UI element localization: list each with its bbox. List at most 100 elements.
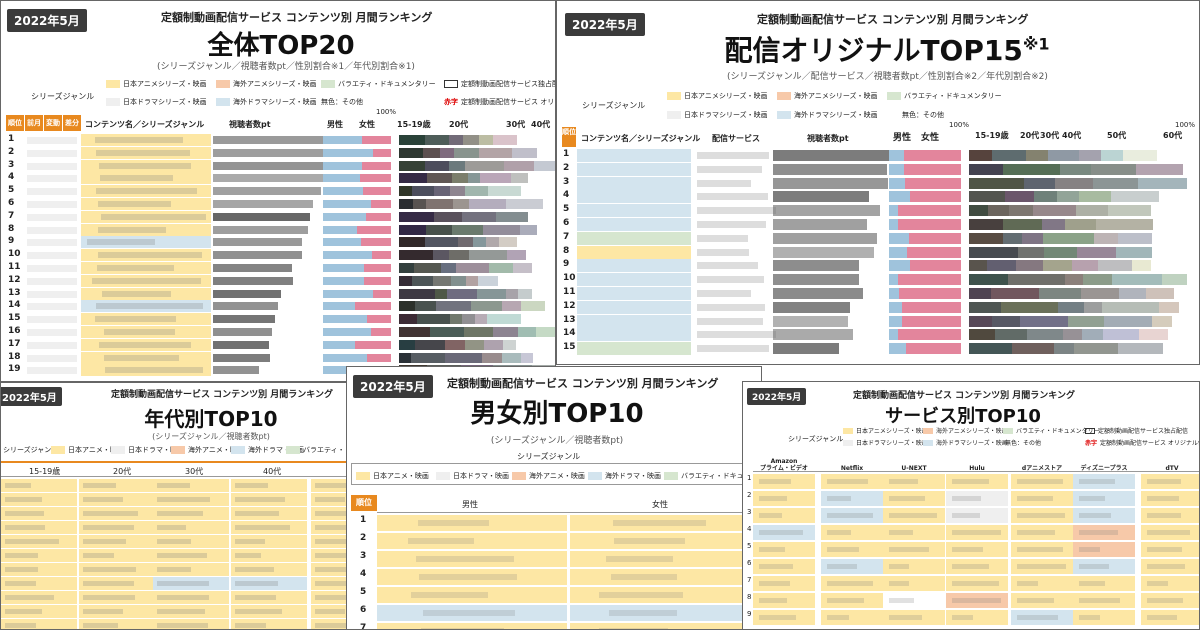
cell-blur: [1147, 547, 1182, 552]
rank-number: 3: [563, 176, 570, 187]
age-bar: [506, 250, 527, 261]
age-bar: [447, 288, 477, 299]
service-cell: [697, 317, 764, 325]
service-header-row: Amazon プライム・ビデオ Netflix U-NEXT Hulu dアニメストア デ…: [753, 450, 1199, 472]
legend-label: シリーズジャンル：: [3, 446, 66, 454]
service-cell: [1011, 508, 1073, 523]
male-bar: [323, 136, 362, 144]
overall-ranking-panel: 2022年5月 定額制動画配信サービス コンテンツ別 月間ランキング 全体TOP…: [0, 0, 556, 382]
service-cell: [1141, 576, 1199, 591]
age-cell: [311, 619, 349, 629]
female-cell: [570, 623, 761, 629]
cell-blur: [1079, 479, 1116, 484]
service-cell: [1141, 593, 1199, 608]
panel-title: 全体TOP20: [207, 31, 355, 61]
service-header: U-NEXT: [901, 465, 927, 472]
prev-rank-cell: [27, 226, 77, 234]
content-cell: [577, 190, 691, 204]
service-cell: [883, 525, 945, 540]
age-cell: [231, 521, 307, 534]
service-cell: [946, 610, 1008, 625]
content-cell: [81, 364, 211, 377]
age-bar: [412, 186, 435, 197]
panel-note: (シリーズジャンル／視聴者数pt): [152, 432, 270, 441]
cell-blur: [315, 497, 345, 502]
cell-blur: [315, 553, 349, 558]
cell-blur: [952, 530, 1001, 535]
viewers-bar: [213, 251, 303, 260]
service-cell: [753, 491, 815, 506]
header-service: 配信サービス: [712, 134, 760, 143]
prev-rank-cell: [27, 367, 77, 375]
age-bar: [414, 263, 442, 273]
rank-number: 18: [8, 351, 21, 362]
service-cell: [697, 234, 749, 242]
female-bar: [898, 205, 961, 217]
viewers-bar: [213, 225, 308, 234]
age-bar: [994, 329, 1027, 341]
panel-subtitle: 定額制動画配信サービス コンテンツ別 月間ランキング: [161, 11, 433, 24]
service-cell: [821, 542, 883, 557]
age-bar: [498, 237, 518, 248]
rank-number: 14: [8, 300, 21, 311]
age-bar: [462, 135, 480, 145]
cell-blur: [235, 525, 290, 530]
age-bar: [476, 288, 506, 299]
age-bar: [1118, 288, 1146, 299]
rank-number: 5: [747, 542, 752, 550]
header-prev: 前月: [25, 115, 43, 131]
cell-blur: [759, 479, 792, 484]
male-bar: [323, 212, 366, 221]
cell-blur: [83, 539, 127, 544]
service-cell: [1011, 542, 1073, 557]
legend-foreign-drama: 海外ドラマシリーズ・映画: [216, 97, 317, 107]
age-cell: [153, 563, 229, 576]
legend-label: シリーズジャンル: [31, 92, 95, 101]
content-cell: [81, 236, 211, 249]
header-age-20s: 20代: [449, 120, 469, 129]
age-bar: [448, 135, 463, 145]
age-bar: [520, 224, 537, 235]
header-age-60s: 60代: [1163, 131, 1183, 140]
prev-rank-cell: [27, 213, 77, 221]
age-bar: [455, 263, 489, 273]
cell-blur: [1017, 513, 1065, 518]
cell-blur: [827, 564, 858, 569]
age-bar: [444, 352, 482, 363]
panel-title: 男女別TOP10: [470, 399, 644, 429]
panel-title: 配信オリジナルTOP15※1: [724, 34, 1050, 67]
female-bar: [898, 274, 961, 286]
service-cell: [946, 542, 1008, 557]
age-bar: [433, 275, 452, 286]
legend-label: シリーズジャンル: [517, 452, 581, 461]
age-bar: [399, 186, 413, 197]
male-bar: [323, 302, 355, 311]
viewers-bar: [213, 366, 260, 375]
cell-blur: [235, 553, 261, 558]
age-cell: [79, 577, 155, 590]
age-bar: [520, 352, 533, 363]
rank-number: 9: [747, 610, 752, 618]
age-bar: [1081, 288, 1119, 299]
viewers-bar: [213, 148, 328, 157]
age-bar: [1145, 288, 1175, 299]
age-bar: [1103, 315, 1152, 327]
viewers-bar: [773, 260, 859, 272]
cell-blur: [83, 623, 119, 628]
cell-blur: [83, 511, 138, 516]
female-bar: [906, 343, 961, 355]
age-bar: [439, 147, 454, 158]
age-bar: [969, 232, 1003, 244]
service-cell: [1141, 491, 1199, 506]
header-rank: 順位: [351, 495, 377, 511]
age-bar: [1007, 274, 1066, 286]
cell-blur: [1017, 479, 1063, 484]
content-cell: [81, 326, 211, 338]
rank-column: 1 2 3 4 5 6 7: [351, 515, 377, 629]
viewers-bar: [213, 264, 293, 272]
age-bar: [399, 301, 416, 312]
cell-blur: [1079, 496, 1106, 501]
header-age-30s: 30代: [506, 120, 526, 129]
cell-blur: [157, 623, 209, 628]
